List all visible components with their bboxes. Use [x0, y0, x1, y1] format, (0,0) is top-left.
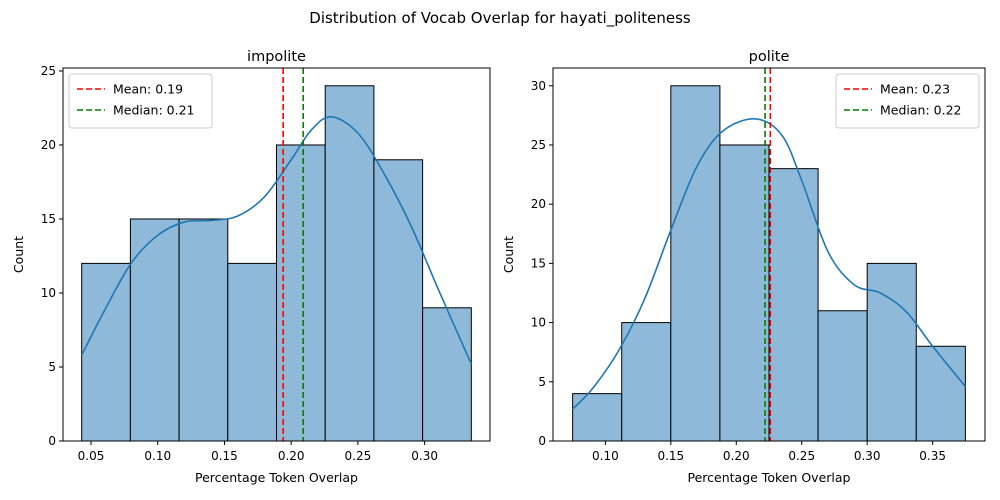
- legend-label: Median: 0.21: [113, 103, 194, 118]
- axes-frame: [552, 67, 986, 442]
- y-tick-label: 20: [41, 138, 56, 152]
- y-tick-label: 25: [41, 64, 56, 78]
- x-axis-label: Percentage Token Overlap: [195, 470, 358, 485]
- y-tick-label: 15: [531, 256, 546, 270]
- histogram-bar: [178, 218, 229, 442]
- histogram-bar: [81, 262, 131, 442]
- histogram-bar: [817, 310, 868, 442]
- legend-box: [835, 73, 980, 129]
- histogram-bar: [276, 144, 326, 442]
- y-tick-label: 30: [531, 79, 546, 93]
- legend: Mean: 0.23 Median: 0.22: [835, 73, 980, 129]
- histogram-bar: [768, 168, 819, 442]
- histogram-bar: [373, 159, 424, 442]
- x-tick-label: 0.15: [211, 449, 238, 463]
- y-tick-label: 20: [531, 197, 546, 211]
- y-tick-label: 0: [538, 434, 546, 448]
- histogram-bar: [572, 393, 623, 442]
- histogram-bar: [227, 262, 278, 442]
- histogram-bar: [719, 144, 770, 442]
- histogram-bar: [129, 218, 180, 442]
- y-tick-label: 10: [531, 316, 546, 330]
- legend-label: Median: 0.22: [880, 103, 961, 118]
- histogram-bar: [866, 262, 917, 442]
- histogram-bar: [621, 322, 672, 442]
- x-tick-label: 0.35: [919, 449, 946, 463]
- histogram-bars: [572, 85, 966, 442]
- x-tick-label: 0.05: [78, 449, 105, 463]
- y-tick-label: 5: [48, 360, 56, 374]
- x-axis-label: Percentage Token Overlap: [688, 470, 851, 485]
- y-axis-label: Count: [11, 236, 26, 273]
- x-tick-label: 0.30: [411, 449, 438, 463]
- subplot-polite: 0.10 0.15 0.20 0.25 0.30 0.35 0 5 10 15 20 25 30 poli…: [501, 49, 986, 485]
- y-tick-label: 10: [41, 286, 56, 300]
- y-tick-label: 15: [41, 212, 56, 226]
- subplot-impolite: 0.05 0.10 0.15 0.20 0.25 0.30 0 5 10 15 20 25 impoli…: [11, 49, 491, 485]
- x-tick-label: 0.10: [592, 449, 619, 463]
- legend-label: Mean: 0.23: [880, 82, 950, 97]
- x-tick-label: 0.25: [345, 449, 372, 463]
- subplot-title: impolite: [247, 49, 306, 65]
- legend: Mean: 0.19 Median: 0.21: [68, 73, 213, 129]
- x-tick-label: 0.25: [788, 449, 815, 463]
- x-tick-label: 0.10: [144, 449, 171, 463]
- histogram-bars: [81, 85, 472, 442]
- x-tick-label: 0.20: [278, 449, 305, 463]
- x-tick-label: 0.15: [657, 449, 684, 463]
- x-tick-label: 0.30: [854, 449, 881, 463]
- legend-label: Mean: 0.19: [113, 82, 183, 97]
- legend-box: [68, 73, 213, 129]
- subplot-title: polite: [749, 49, 790, 65]
- histogram-bar: [324, 85, 375, 442]
- y-tick-label: 25: [531, 138, 546, 152]
- axes-frame: [62, 67, 491, 442]
- y-axis-label: Count: [501, 236, 516, 273]
- kde-line: [572, 118, 966, 410]
- y-tick-label: 5: [538, 375, 546, 389]
- y-tick-label: 0: [48, 434, 56, 448]
- histogram-bar: [422, 307, 472, 442]
- x-tick-label: 0.20: [723, 449, 750, 463]
- figure-suptitle: Distribution of Vocab Overlap for hayati…: [309, 9, 691, 28]
- histogram-bar: [915, 345, 966, 442]
- histogram-bar: [670, 85, 721, 442]
